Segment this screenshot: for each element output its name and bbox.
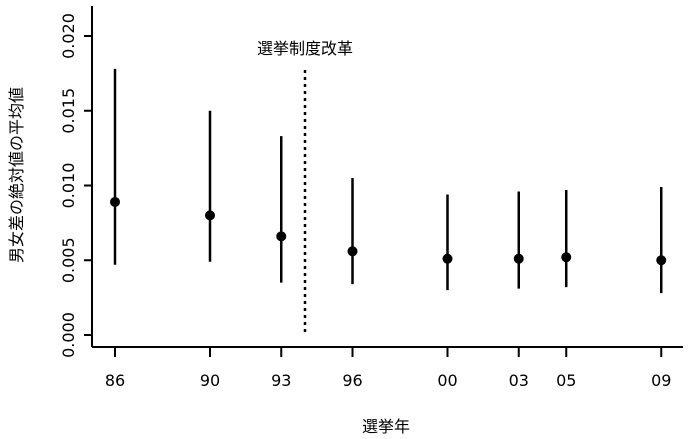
data-point: [205, 210, 215, 221]
x-tick-label: 03: [509, 371, 529, 390]
reference-line-label: 選挙制度改革: [257, 39, 353, 58]
data-point: [276, 231, 287, 242]
y-tick-label: 0.005: [59, 237, 78, 283]
data-point: [347, 246, 358, 257]
x-tick-label: 09: [651, 371, 671, 390]
x-tick-label: 96: [342, 371, 362, 390]
x-tick-label: 90: [200, 371, 220, 390]
x-tick-label: 93: [271, 371, 291, 390]
y-tick-label: 0.010: [59, 163, 78, 209]
y-axis: 0.000 0.005 0.010 0.015 0.020: [59, 6, 93, 358]
data-point: [513, 253, 524, 264]
data-point: [110, 196, 120, 207]
x-tick-label: 00: [437, 371, 457, 390]
y-tick-label: 0.000: [59, 312, 78, 358]
error-bars: [113, 68, 663, 294]
data-point: [656, 255, 667, 266]
x-tick-label: 86: [105, 371, 125, 390]
x-axis: 86 90 93 96 00 03 05 09: [92, 346, 683, 390]
data-points: [110, 196, 667, 266]
x-axis-title: 選挙年: [362, 417, 410, 436]
x-tick-label: 05: [556, 371, 576, 390]
data-point: [561, 252, 572, 263]
y-axis-title: 男女差の絶対値の平均値: [7, 87, 26, 263]
data-point: [442, 253, 453, 264]
y-tick-label: 0.020: [59, 13, 78, 59]
y-tick-label: 0.015: [59, 88, 78, 134]
reference-line-group: 選挙制度改革: [257, 39, 353, 335]
